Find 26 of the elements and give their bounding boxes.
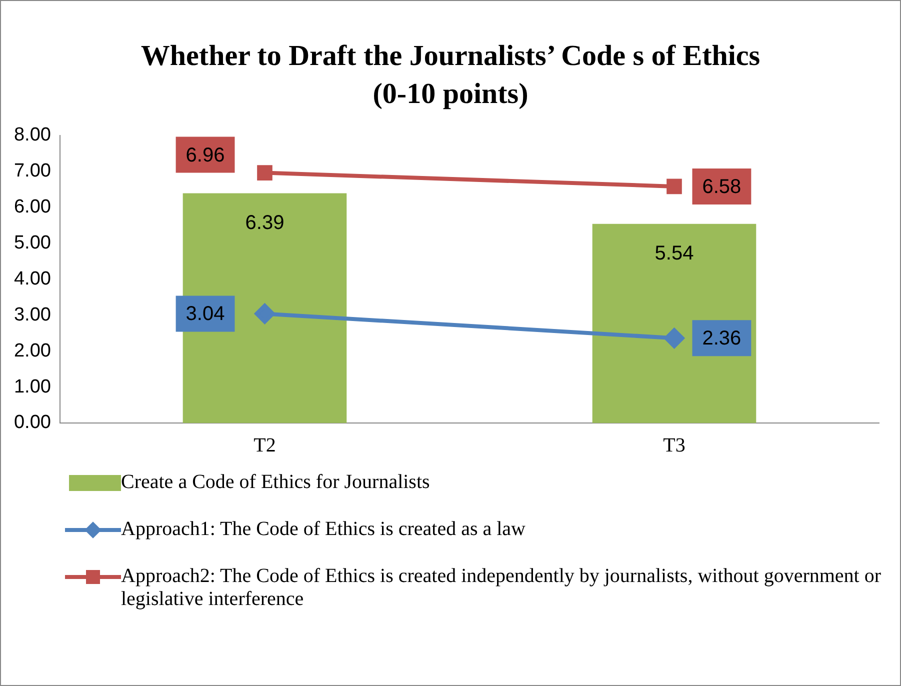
y-tick-label: 1.00: [14, 376, 51, 398]
data-label: 3.04: [186, 303, 225, 326]
data-label: 6.96: [186, 144, 225, 166]
point: [664, 328, 684, 348]
legend-label: Approach1: The Code of Ethics is created as a law: [121, 518, 526, 541]
y-tick-label: 4.00: [14, 268, 51, 290]
legend-label: Approach2: The Code of Ethics is created independently by journalists, without government or legislative interference: [121, 565, 882, 611]
data-label: 2.36: [702, 328, 742, 350]
legend-label: Create a Code of Ethics for Journalists: [121, 471, 430, 494]
data-label: 6.39: [245, 212, 284, 234]
y-tick-label: 0.00: [14, 412, 51, 434]
y-tick-label: 8.00: [14, 124, 51, 146]
y-tick-label: 2.00: [14, 340, 51, 362]
y-tick-label: 3.00: [14, 304, 51, 326]
x-tick-label: T2: [254, 434, 276, 456]
x-tick-label: T3: [663, 434, 686, 456]
point: [254, 304, 275, 324]
y-tick-label: 6.00: [14, 196, 51, 218]
data-label: 5.54: [654, 242, 694, 264]
chart-title: Whether to Draft the Journalists’ Code s of Ethics: [140, 39, 762, 74]
y-tick-label: 7.00: [14, 160, 51, 182]
y-tick-label: 5.00: [14, 232, 51, 254]
chart-subtitle: (0-10 points): [372, 77, 530, 112]
point: [666, 178, 682, 194]
point: [257, 165, 272, 180]
data-label: 6.58: [702, 176, 742, 198]
